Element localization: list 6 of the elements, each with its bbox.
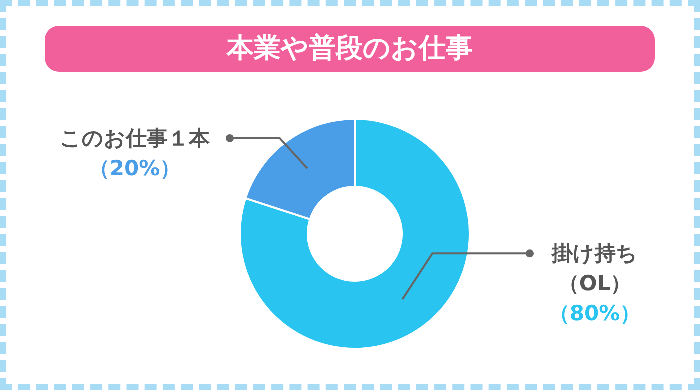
chart-title: 本業や普段のお仕事 [45,26,655,72]
slice-label: 掛け持ち（OL） [551,242,638,296]
slice-label: このお仕事１本 [60,126,211,150]
donut-slice [239,118,471,350]
data-label: （80%） [548,302,642,326]
data-label: （20%） [88,156,182,180]
